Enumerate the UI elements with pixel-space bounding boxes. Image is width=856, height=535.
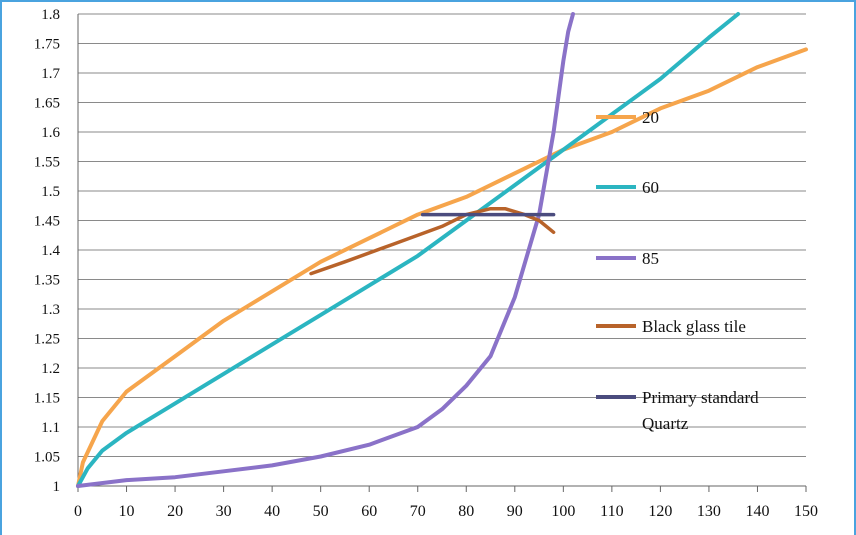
legend: 20 60 85 Black glass tile Primary standard Qu… (596, 108, 759, 433)
y-tick-label: 1.3 (41, 302, 60, 318)
x-tick-label: 50 (313, 503, 329, 520)
y-tick-label: 1.05 (34, 450, 60, 466)
x-tick-labels: 0 10 20 30 40 50 60 70 80 90 100 110 120 130 140 150 (74, 503, 818, 520)
y-tick-label: 1.8 (41, 7, 60, 23)
series-line-2 (76, 12, 741, 488)
y-tick-labels: 1 1.05 1.1 1.15 1.2 1.25 1.3 1.35 1.4 1.45 1.5 1.55… (34, 7, 61, 495)
x-tick-label: 60 (361, 503, 377, 520)
y-tick-label: 1.25 (34, 332, 60, 348)
y-tick-label: 1.2 (41, 361, 60, 377)
legend-label: 85 (642, 249, 659, 268)
x-tick-label: 140 (745, 503, 769, 520)
y-tick-label: 1.1 (41, 420, 60, 436)
axes (77, 14, 807, 492)
y-tick-label: 1.4 (41, 243, 60, 259)
series-lines (76, 12, 808, 488)
x-tick-label: 40 (264, 503, 280, 520)
x-tick-label: 110 (600, 503, 623, 520)
legend-label: Primary standard (642, 388, 759, 407)
gridlines (78, 13, 806, 487)
x-tick-label: 120 (648, 503, 672, 520)
x-tick-label: 20 (167, 503, 183, 520)
legend-label: 20 (642, 108, 659, 127)
y-tick-label: 1.65 (34, 96, 60, 112)
x-tick-label: 0 (74, 503, 82, 520)
y-tick-label: 1.45 (34, 214, 60, 230)
legend-label-line2: Quartz (642, 414, 689, 433)
x-tick-label: 150 (794, 503, 818, 520)
y-tick-label: 1.55 (34, 155, 60, 171)
y-tick-label: 1.35 (34, 273, 60, 289)
series-line-4 (309, 206, 556, 276)
x-tick-label: 10 (119, 503, 135, 520)
x-tick-label: 70 (410, 503, 426, 520)
x-tick-label: 130 (697, 503, 721, 520)
y-tick-label: 1 (53, 479, 61, 495)
legend-label: 60 (642, 178, 659, 197)
y-tick-label: 1.5 (41, 184, 60, 200)
series-line-1 (76, 47, 808, 488)
y-tick-label: 1.15 (34, 391, 60, 407)
x-tick-label: 90 (507, 503, 523, 520)
x-tick-label: 100 (551, 503, 575, 520)
series-line-3 (76, 12, 575, 488)
y-tick-label: 1.7 (41, 66, 60, 82)
x-tick-label: 80 (458, 503, 474, 520)
y-tick-label: 1.75 (34, 37, 60, 53)
x-tick-label: 30 (216, 503, 232, 520)
legend-label: Black glass tile (642, 317, 746, 336)
y-tick-label: 1.6 (41, 125, 60, 141)
